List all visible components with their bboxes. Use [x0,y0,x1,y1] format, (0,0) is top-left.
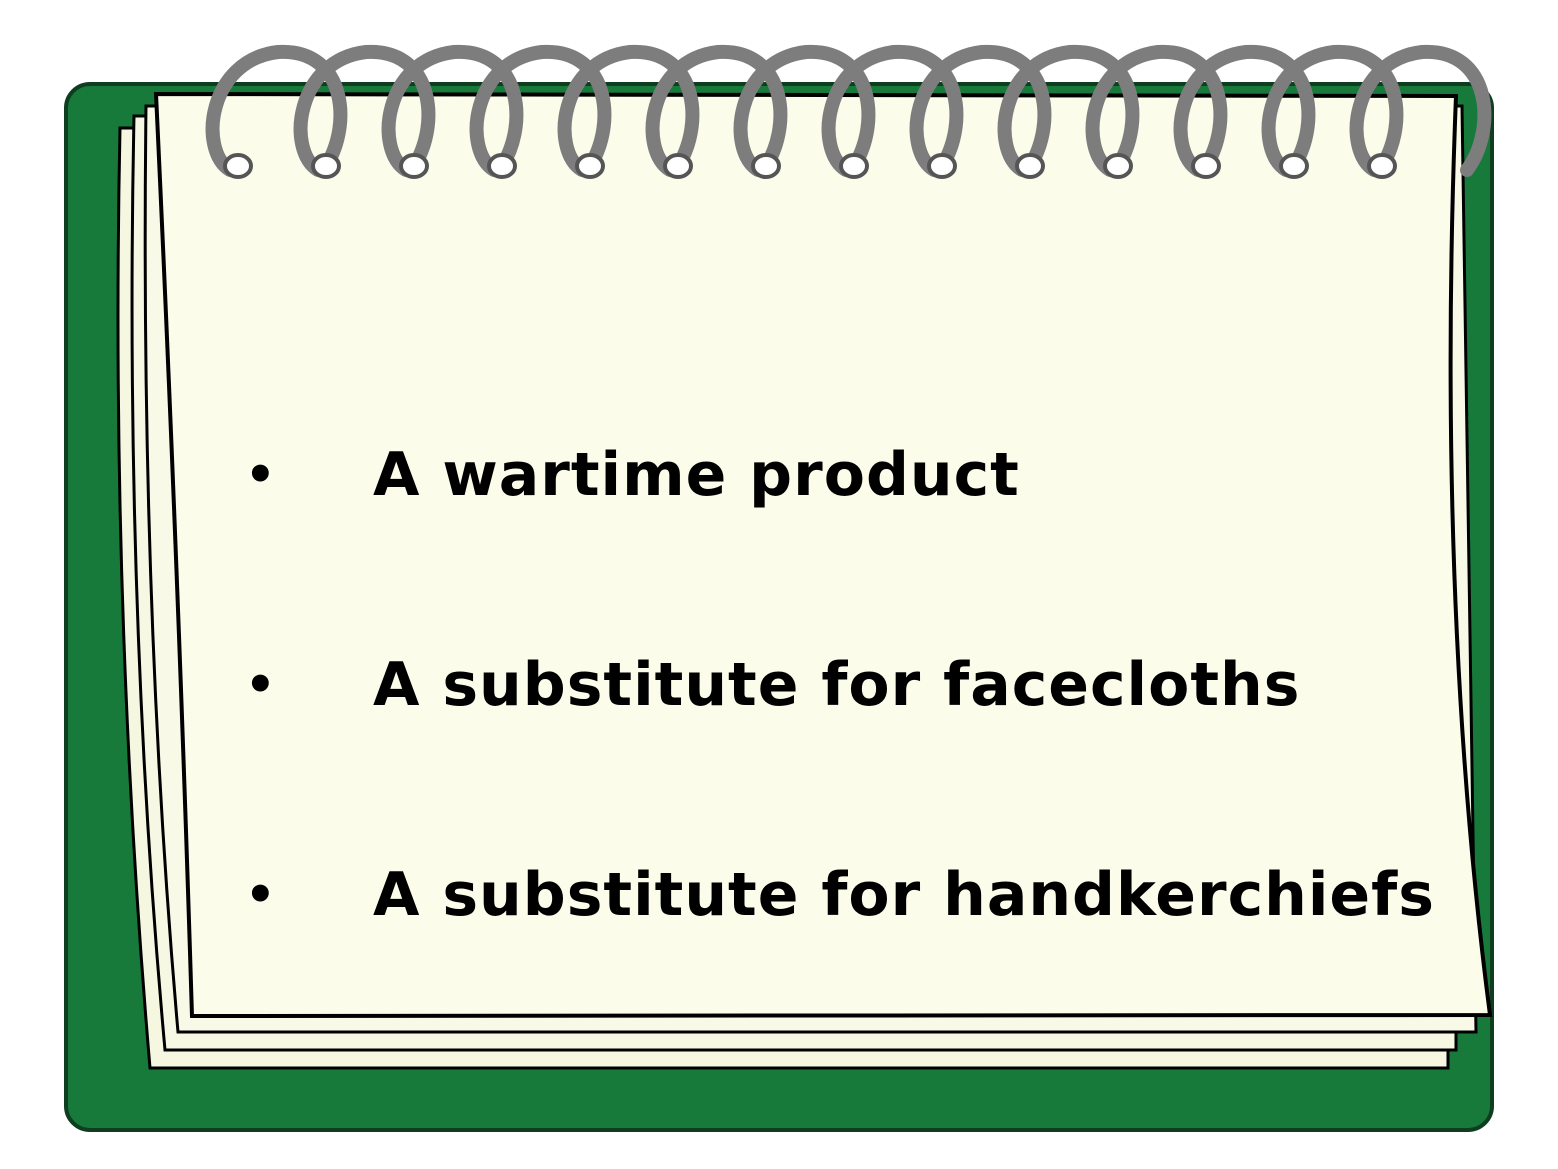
binding-hole [311,153,341,179]
spiral-ring [1261,44,1404,177]
binding-hole [1015,153,1045,179]
list-item-text: A substitute for facecloths [373,650,1301,720]
spiral-ring [909,44,1052,177]
top-page [153,91,1493,1019]
list-item: • A substitute for facecloths [245,630,1435,840]
binding-hole [1367,153,1397,179]
spiral-binding [205,44,1492,177]
binding-hole [1103,153,1133,179]
binding-hole [575,153,605,179]
spiral-ring [381,44,524,177]
binding-hole [663,153,693,179]
spiral-ring [733,44,876,177]
spiral-ring [293,44,436,177]
list-item: • A substitute for handkerchiefs [245,840,1435,1050]
list-item: • A wartime product [245,420,1435,630]
spiral-ring [645,44,788,177]
binding-hole [751,153,781,179]
spiral-ring [821,44,964,177]
bullet-icon: • [245,447,276,503]
bullet-icon: • [245,657,276,713]
spiral-ring [1173,44,1316,177]
spiral-ring [1085,44,1228,177]
spiral-ring [469,44,612,177]
bullet-list: • A wartime product • A substitute for f… [245,420,1435,1050]
binding-hole [927,153,957,179]
binding-hole [1279,153,1309,179]
binding-hole [223,153,253,179]
spiral-ring [997,44,1140,177]
binding-hole [487,153,517,179]
binding-hole [1191,153,1221,179]
list-item-text: A wartime product [373,440,1020,510]
list-item-text: A substitute for handkerchiefs [373,860,1435,930]
bullet-icon: • [245,867,276,923]
spiral-ring [205,44,348,177]
spiral-ring [1349,44,1492,177]
spiral-holes [223,153,1397,179]
binding-hole [839,153,869,179]
binding-hole [399,153,429,179]
spiral-ring [557,44,700,177]
